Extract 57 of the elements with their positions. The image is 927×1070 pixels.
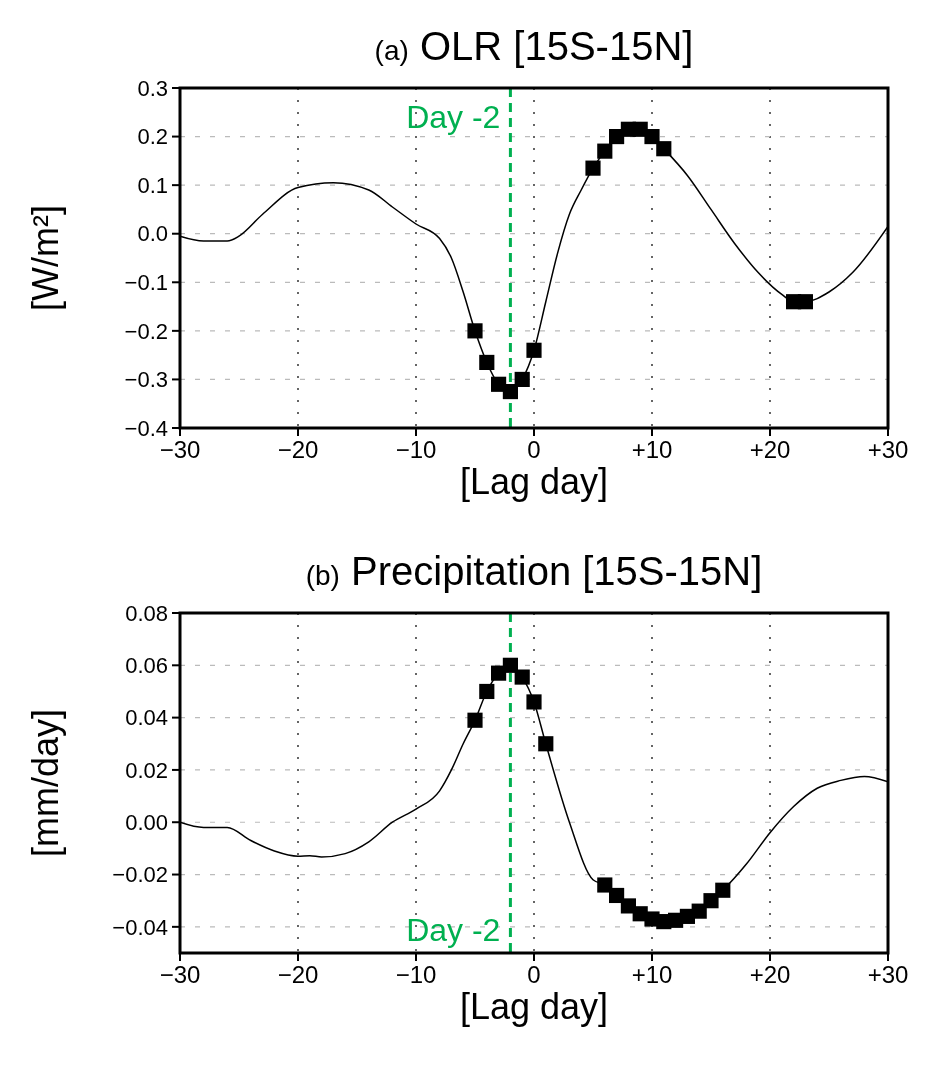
point — [502, 383, 518, 400]
point — [703, 893, 719, 909]
y-tick-label: 0.0 — [137, 221, 168, 247]
y-tick-label: −0.1 — [124, 269, 168, 295]
point — [526, 342, 542, 358]
x-tick-label: −20 — [277, 436, 319, 463]
chart-title: (b) Precipitation [15S-15N] — [305, 549, 763, 593]
x-tick-label: −30 — [159, 961, 201, 988]
ref-line-label: Day -2 — [406, 912, 501, 948]
y-tick-label: −0.02 — [112, 862, 168, 888]
x-tick-label: −20 — [277, 961, 319, 988]
point — [609, 887, 625, 904]
point — [644, 128, 660, 145]
x-tick-label: +20 — [749, 436, 791, 463]
x-tick-label: +30 — [867, 961, 909, 988]
x-tick-label: −10 — [395, 961, 437, 988]
point — [691, 903, 707, 919]
x-tick-label: +10 — [631, 436, 673, 463]
chart-title: (a) OLR [15S-15N] — [374, 24, 694, 68]
point — [538, 736, 554, 752]
x-axis-title: [Lag day] — [459, 461, 609, 502]
point — [597, 877, 613, 893]
point — [597, 143, 613, 159]
y-tick-label: 0.06 — [125, 653, 168, 679]
point — [514, 669, 530, 685]
y-tick-label: 0.08 — [125, 600, 168, 626]
y-tick-label: −0.3 — [124, 367, 168, 393]
point — [479, 683, 495, 700]
x-tick-label: +10 — [631, 961, 673, 988]
y-tick-label: −0.04 — [112, 914, 168, 940]
ref-line-label: Day -2 — [406, 99, 501, 135]
point — [715, 882, 731, 898]
point — [479, 354, 495, 371]
point — [502, 657, 518, 673]
y-tick-label: −0.2 — [124, 318, 168, 344]
point — [585, 160, 601, 176]
point — [526, 694, 542, 710]
point — [797, 294, 813, 310]
x-tick-label: 0 — [527, 961, 541, 988]
point — [514, 371, 530, 388]
y-tick-label: 0.02 — [125, 757, 168, 783]
x-tick-label: −10 — [395, 436, 437, 463]
point — [656, 141, 672, 157]
x-tick-label: 0 — [527, 436, 541, 463]
point — [467, 323, 483, 339]
y-tick-label: 0.00 — [125, 809, 168, 835]
y-tick-label: 0.3 — [137, 75, 168, 101]
x-tick-label: +30 — [867, 436, 909, 463]
y-tick-label: 0.04 — [125, 705, 168, 731]
x-tick-label: +20 — [749, 961, 791, 988]
x-axis-title: [Lag day] — [459, 986, 609, 1027]
point — [620, 898, 636, 914]
y-tick-label: 0.2 — [137, 124, 168, 150]
point — [467, 712, 483, 728]
y-tick-label: 0.1 — [137, 172, 168, 198]
y-axis-title: [mm/day] — [25, 708, 66, 858]
y-axis-title: [W/m²] — [25, 205, 66, 311]
